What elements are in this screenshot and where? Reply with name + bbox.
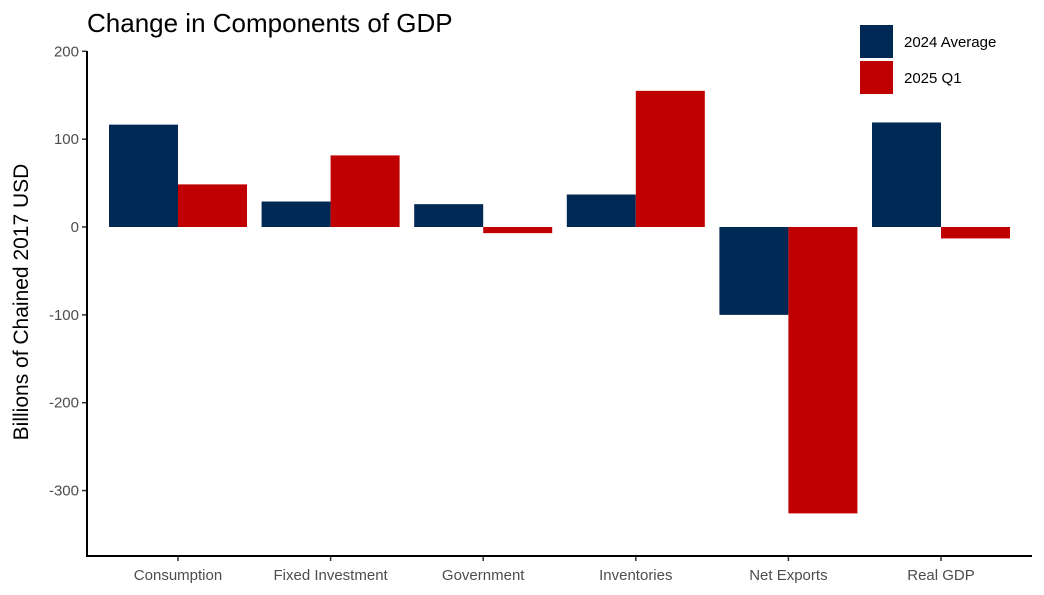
x-axis-ticks: Consumption Fixed Investment Government Inv… (134, 556, 975, 584)
legend-key (860, 25, 893, 58)
y-axis-title: Billions of Chained 2017 USD (10, 164, 33, 441)
x-tick-label: Real GDP (907, 567, 975, 584)
y-tick-label: -100 (49, 307, 79, 324)
x-tick-label: Consumption (134, 567, 222, 584)
y-tick-label: -200 (49, 395, 79, 412)
y-tick-label: 100 (54, 131, 79, 148)
bar-inventories-2024-average (566, 194, 636, 227)
bar-consumption-2024-average (109, 124, 178, 227)
x-tick-label: Government (442, 567, 525, 584)
y-tick-label: 200 (54, 43, 79, 60)
y-tick-label: 0 (71, 219, 79, 236)
bar-fixed-investment-2024-average (261, 201, 331, 227)
bar-net-exports-2024-average (719, 227, 789, 315)
bar-government-2024-average (414, 204, 484, 227)
x-tick-label: Inventories (599, 567, 672, 584)
chart-title: Change in Components of GDP (87, 8, 453, 38)
legend-label: 2024 Average (904, 34, 996, 51)
bar-government-2025-q1 (483, 227, 553, 234)
x-tick-label: Net Exports (749, 567, 827, 584)
bar-real-gdp-2025-q1 (941, 227, 1010, 239)
x-tick-label: Fixed Investment (273, 567, 388, 584)
bar-consumption-2025-q1 (178, 184, 247, 227)
bars-group (109, 90, 1010, 514)
bar-inventories-2025-q1 (635, 90, 705, 228)
y-tick-label: -300 (49, 483, 79, 500)
y-axis-ticks: 200 100 0 -100 -200 -300 (49, 43, 87, 500)
legend-key (860, 61, 893, 94)
legend-label: 2025 Q1 (904, 70, 962, 87)
legend: 2024 Average 2025 Q1 (860, 25, 996, 94)
bar-real-gdp-2024-average (872, 122, 941, 227)
bar-fixed-investment-2025-q1 (330, 155, 400, 227)
bar-net-exports-2025-q1 (788, 227, 858, 514)
